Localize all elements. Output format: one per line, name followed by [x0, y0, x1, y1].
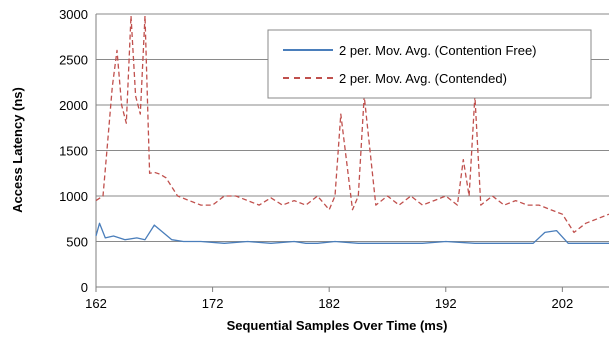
legend-label-contended: 2 per. Mov. Avg. (Contended): [339, 71, 507, 86]
y-tick-label: 2000: [59, 98, 88, 113]
series-line-contention-free: [95, 222, 609, 244]
y-tick-label: 2500: [59, 53, 88, 68]
series-lines: [95, 15, 609, 244]
x-tick-label: 202: [552, 296, 574, 311]
x-tick-label: 162: [85, 296, 107, 311]
y-tick-label: 500: [66, 235, 88, 250]
x-tick-label: 172: [202, 296, 224, 311]
y-axis-title: Access Latency (ns): [10, 87, 25, 213]
legend: 2 per. Mov. Avg. (Contention Free) 2 per…: [267, 29, 592, 99]
y-tick-label: 3000: [59, 7, 88, 22]
x-tick-label: 182: [318, 296, 340, 311]
y-tick-label: 1000: [59, 189, 88, 204]
axes: [95, 14, 609, 292]
x-axis-title: Sequential Samples Over Time (ms): [227, 318, 448, 333]
y-tick-label: 1500: [59, 144, 88, 159]
series-line-contended: [95, 15, 609, 234]
legend-label-contention-free: 2 per. Mov. Avg. (Contention Free): [339, 43, 537, 58]
legend-box: [267, 29, 592, 99]
x-tick-label: 192: [435, 296, 457, 311]
y-tick-label: 0: [81, 280, 88, 295]
tick-labels: 0 500 1000 1500 2000 2500 3000 162 172 182 192 202: [59, 7, 573, 311]
